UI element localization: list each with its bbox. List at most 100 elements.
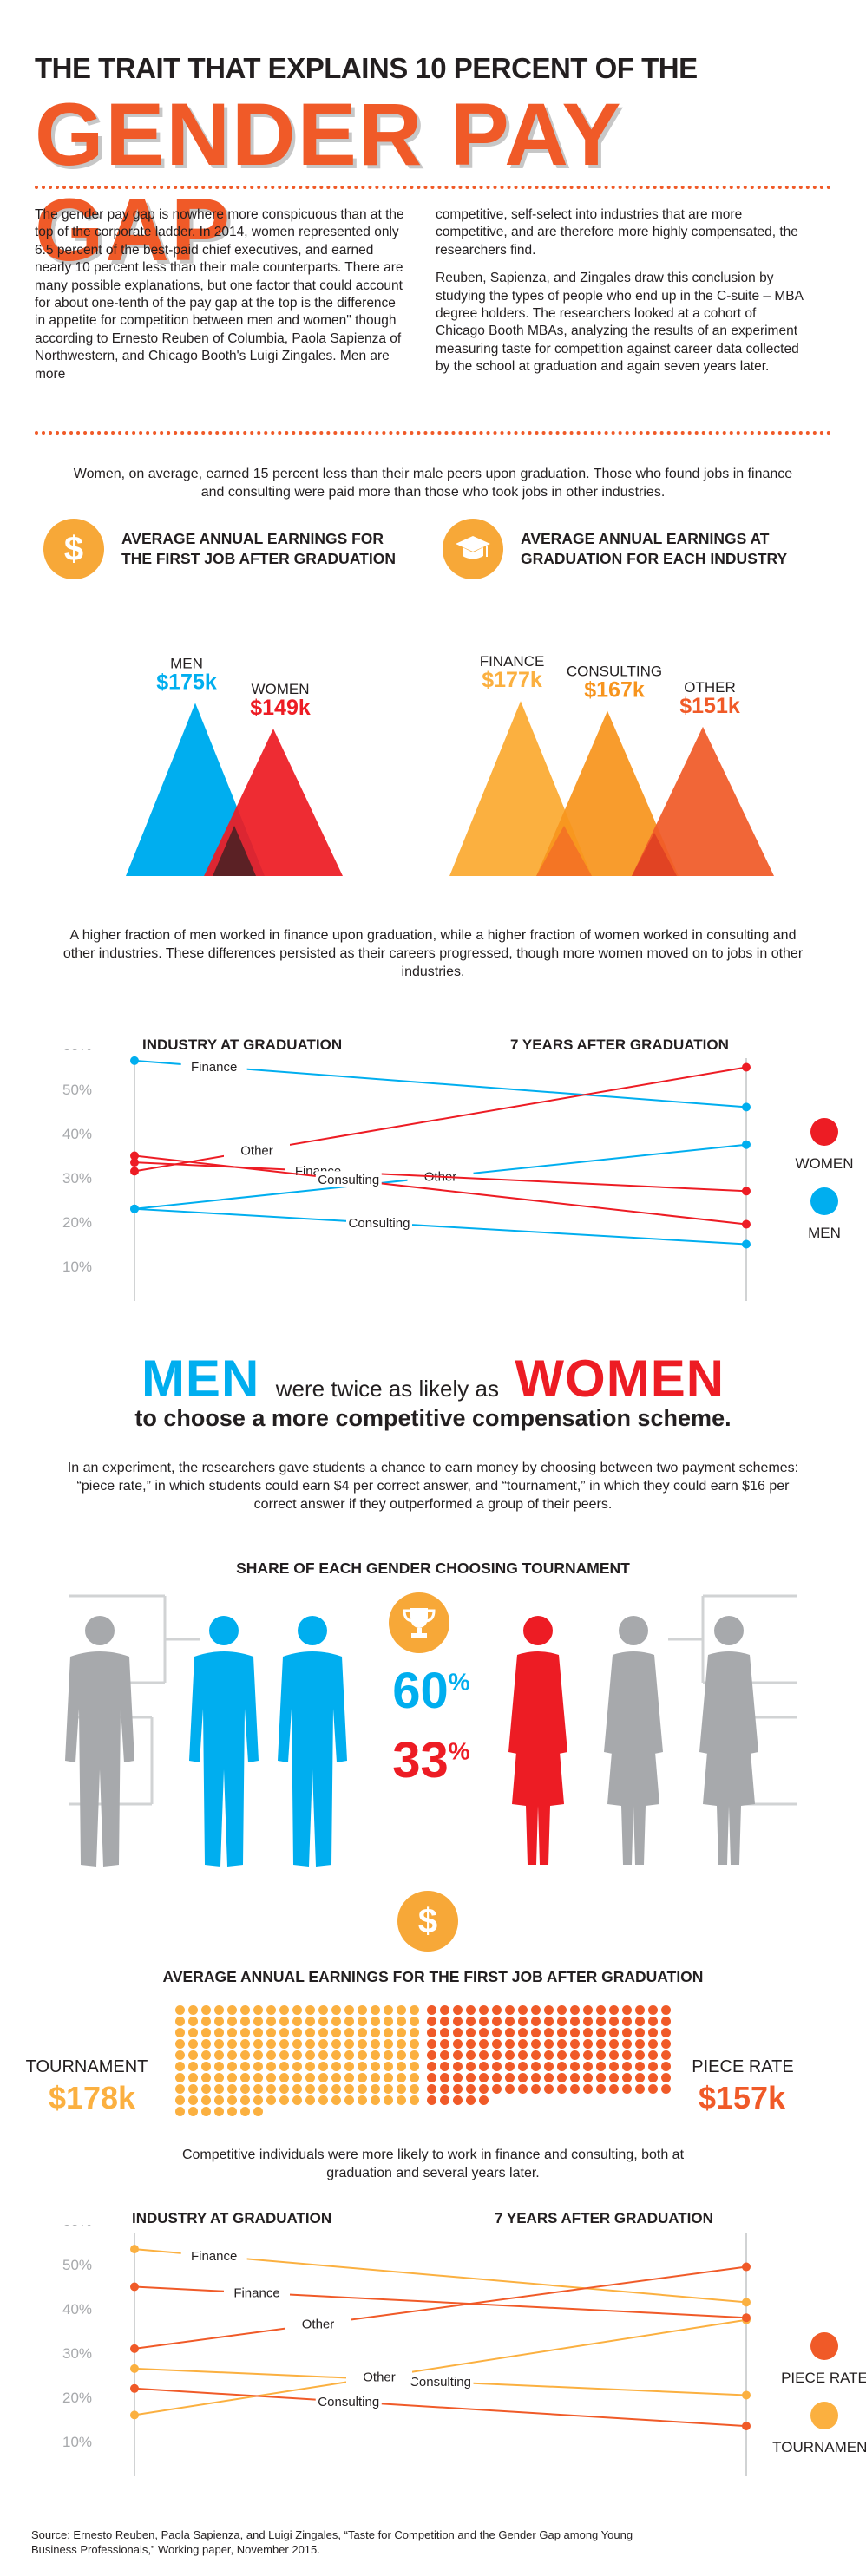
piece-rate-dot bbox=[648, 2073, 658, 2082]
intro-paragraph-1: The gender pay gap is nowhere more consp… bbox=[35, 207, 404, 382]
piece-rate-dot bbox=[479, 2028, 489, 2037]
piece-rate-dot bbox=[609, 2084, 619, 2094]
tournament-dot bbox=[318, 2028, 328, 2037]
tournament-dot bbox=[266, 2050, 276, 2060]
scheme-line-piece-rate-consulting bbox=[134, 2387, 747, 2428]
tournament-dot bbox=[318, 2017, 328, 2026]
line-chart-scheme: 60% 50% 40% 30% 20% 10% Finance Consulting Other… bbox=[62, 2225, 866, 2476]
woman-figure-gray-2 bbox=[699, 1616, 758, 1865]
scheme-point-start-0 bbox=[130, 2245, 139, 2254]
tournament-dot bbox=[371, 2005, 380, 2015]
tournament-dot bbox=[175, 2062, 185, 2071]
gender-label-women: WOMEN bbox=[251, 681, 309, 697]
tournament-dot bbox=[201, 2039, 211, 2049]
piece-rate-dot bbox=[518, 2050, 528, 2060]
piece-rate-label: PIECE RATE bbox=[692, 2057, 794, 2076]
line1-left-heading: INDUSTRY AT GRADUATION bbox=[142, 1036, 343, 1053]
industry-value-finance: $177k bbox=[482, 668, 542, 692]
trophy-icon bbox=[389, 1592, 449, 1653]
industry-value-other: $151k bbox=[679, 694, 740, 718]
gender-point-end-5 bbox=[742, 1219, 751, 1229]
piece-rate-dot bbox=[453, 2084, 463, 2094]
tournament-dot bbox=[358, 2084, 367, 2094]
piece-rate-dot bbox=[622, 2062, 632, 2071]
tournament-dot bbox=[201, 2062, 211, 2071]
tournament-dot bbox=[371, 2084, 380, 2094]
tournament-dot bbox=[253, 2039, 263, 2049]
piece-rate-dot bbox=[622, 2084, 632, 2094]
piece-rate-dot bbox=[596, 2050, 606, 2060]
tournament-dot bbox=[266, 2017, 276, 2026]
earnings-gender-heading: AVERAGE ANNUAL EARNINGS FOR THE FIRST JO… bbox=[121, 530, 396, 567]
tournament-dot bbox=[279, 2050, 289, 2060]
tournament-dot bbox=[201, 2017, 211, 2026]
industry-peak-consulting bbox=[536, 710, 679, 876]
piece-rate-dot bbox=[492, 2017, 502, 2026]
piece-rate-dot bbox=[440, 2039, 449, 2049]
woman-figure-gray-2-head bbox=[714, 1616, 744, 1645]
gender-ytick-30: 30% bbox=[62, 1170, 92, 1187]
tournament-dot bbox=[292, 2073, 302, 2082]
scheme-point-start-2 bbox=[130, 2410, 139, 2420]
tournament-dot bbox=[305, 2095, 315, 2105]
scheme-ytick-20: 20% bbox=[62, 2390, 92, 2406]
piece-rate-dot bbox=[453, 2028, 463, 2037]
piece-rate-dot bbox=[505, 2050, 515, 2060]
piece-rate-dot bbox=[570, 2039, 580, 2049]
man-figure-gray-body bbox=[65, 1651, 134, 1867]
piece-rate-dot bbox=[635, 2062, 645, 2071]
piece-rate-dot bbox=[661, 2017, 671, 2026]
tournament-dot bbox=[279, 2084, 289, 2094]
piece-rate-dot bbox=[479, 2017, 489, 2026]
piece-rate-dot bbox=[453, 2062, 463, 2071]
tournament-dot bbox=[266, 2095, 276, 2105]
tournament-dot bbox=[344, 2017, 354, 2026]
tournament-dot bbox=[188, 2095, 198, 2105]
tournament-dot bbox=[397, 2062, 406, 2071]
tournament-dot bbox=[410, 2028, 419, 2037]
piece-rate-dot bbox=[518, 2062, 528, 2071]
tournament-dot bbox=[305, 2084, 315, 2094]
piece-rate-dot bbox=[635, 2084, 645, 2094]
piece-rate-dot bbox=[518, 2073, 528, 2082]
piece-rate-dot bbox=[440, 2028, 449, 2037]
piece-rate-value: $157k bbox=[698, 2080, 786, 2115]
piece-rate-dot bbox=[466, 2028, 476, 2037]
gender-point-start-3 bbox=[130, 1167, 139, 1176]
gender-legend-label-0: WOMEN bbox=[795, 1155, 853, 1172]
piece-rate-dot bbox=[544, 2062, 554, 2071]
scheme-point-start-5 bbox=[130, 2383, 139, 2393]
scheme-line-piece-rate-other bbox=[134, 2265, 747, 2350]
piece-rate-dot bbox=[648, 2005, 658, 2015]
gender-ytick-10: 10% bbox=[62, 1259, 92, 1275]
tournament-dot bbox=[410, 2039, 419, 2049]
competitive-subline: to choose a more competitive compensatio… bbox=[134, 1405, 732, 1431]
tournament-dot bbox=[188, 2005, 198, 2015]
piece-rate-dot bbox=[427, 2062, 436, 2071]
tournament-dot bbox=[371, 2095, 380, 2105]
scheme-legend-label-1: TOURNAMENT bbox=[772, 2439, 866, 2455]
scheme-line-tournament-other bbox=[134, 2318, 747, 2416]
piece-rate-dot bbox=[557, 2017, 567, 2026]
piece-rate-dot bbox=[505, 2062, 515, 2071]
tournament-dot bbox=[279, 2005, 289, 2015]
man-figure-blue-2 bbox=[278, 1616, 347, 1867]
piece-rate-dot bbox=[479, 2062, 489, 2071]
tournament-dot bbox=[201, 2084, 211, 2094]
piece-rate-dot bbox=[648, 2028, 658, 2037]
piece-rate-dot bbox=[609, 2039, 619, 2049]
piece-rate-dot bbox=[622, 2017, 632, 2026]
line2-left-heading: INDUSTRY AT GRADUATION bbox=[132, 2210, 332, 2226]
scheme-ytick-60: 60% bbox=[62, 2225, 92, 2229]
earnings-scheme-heading: AVERAGE ANNUAL EARNINGS FOR THE FIRST JO… bbox=[162, 1968, 704, 1985]
tournament-dot bbox=[175, 2084, 185, 2094]
gender-point-end-3 bbox=[742, 1062, 751, 1072]
scheme-ytick-10: 10% bbox=[62, 2434, 92, 2450]
women-pct-sign: % bbox=[448, 1737, 470, 1765]
piece-rate-dot bbox=[622, 2050, 632, 2060]
tournament-dot bbox=[214, 2005, 224, 2015]
tournament-dot bbox=[318, 2039, 328, 2049]
industry-overlap-2 bbox=[632, 833, 677, 876]
tournament-dot bbox=[384, 2073, 393, 2082]
gender-series-label-3: Other bbox=[240, 1143, 273, 1158]
